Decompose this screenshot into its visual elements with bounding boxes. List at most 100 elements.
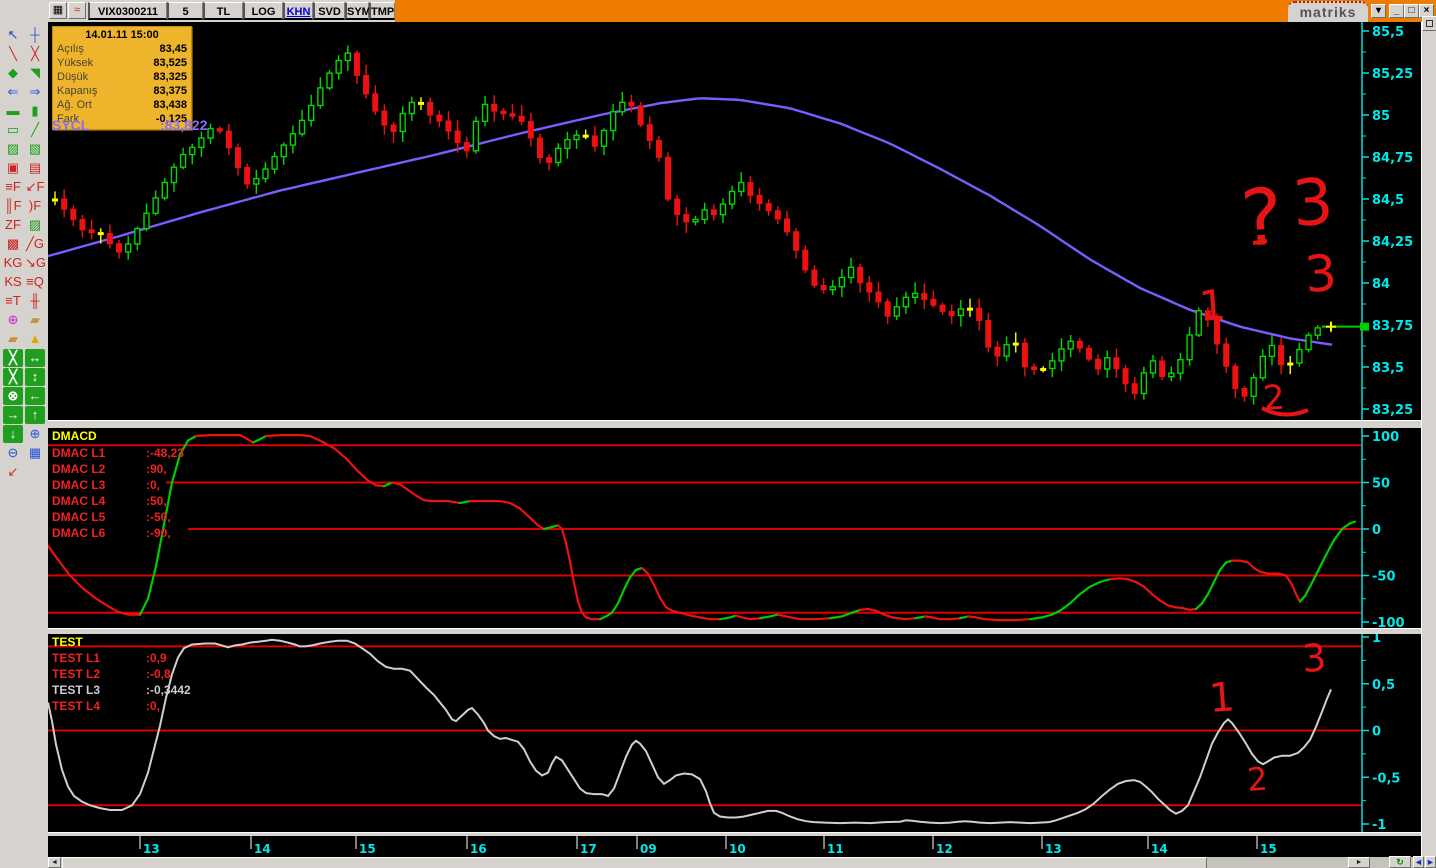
sym-button[interactable]: SYM <box>345 2 371 20</box>
log-scale-button[interactable]: LOG <box>243 2 283 20</box>
cycle-anchor-icon[interactable]: ⊕ <box>7 312 19 327</box>
regression-icon[interactable]: ▨ <box>28 217 42 232</box>
pan-down-icon[interactable]: ↓ <box>3 425 23 443</box>
tmp-button[interactable]: TMP <box>369 2 395 20</box>
horizontal-line-icon[interactable]: ▬ <box>6 103 20 118</box>
hatch-icon[interactable]: ▩ <box>6 236 20 251</box>
vertical-line-icon[interactable]: ▮ <box>31 103 39 118</box>
select-arrow-icon[interactable]: ↖ <box>7 27 19 42</box>
scrollbar-thumb[interactable] <box>62 857 1207 868</box>
svg-text:100: 100 <box>1372 430 1399 445</box>
dmac-l3-value: :0, <box>146 478 161 492</box>
svd-button[interactable]: SVD <box>313 2 345 20</box>
nudge-left-icon[interactable]: ⇐ <box>7 84 19 99</box>
channel-icon[interactable]: ▨ <box>6 141 20 156</box>
refresh-button[interactable]: ↻ <box>1389 856 1411 868</box>
alarm-bell-icon[interactable]: ▲ <box>28 331 42 346</box>
horizontal-scrollbar[interactable]: ◄ ► <box>48 857 1436 868</box>
gann-k-icon[interactable]: KG <box>3 255 23 270</box>
sycl-moving-average-line <box>48 97 1333 346</box>
chart-maximize-button[interactable] <box>1422 16 1436 31</box>
khn-button[interactable]: KHN <box>283 2 313 20</box>
period-button[interactable]: 5 <box>167 2 203 20</box>
test-l3-label: TEST L3 <box>52 683 101 697</box>
pan-left-icon[interactable]: ← <box>25 387 45 405</box>
menu-dropdown-button[interactable]: ▾ <box>1371 4 1386 18</box>
dmacd-indicator-panel[interactable]: 100 50 0 -50 -100 <box>48 428 1436 628</box>
fibonacci-hatch-icon[interactable]: ▤ <box>28 160 42 175</box>
fibonacci-timezone-icon[interactable]: ║F <box>4 198 22 213</box>
restore-button[interactable]: □ <box>1404 4 1419 18</box>
crosshair-icon[interactable]: ┼ <box>30 27 40 42</box>
dmac-l6-label: DMAC L6 <box>52 526 106 540</box>
draw-marker-icon[interactable]: ◥ <box>30 65 40 80</box>
quadrant-line-icon[interactable]: ≡Q <box>26 274 44 289</box>
test-l3-value: :-0,3442 <box>146 683 191 697</box>
pitchfork-icon[interactable]: ╫ <box>30 293 40 308</box>
svg-text:1: 1 <box>1372 634 1381 646</box>
wedge-icon[interactable]: ▰ <box>30 312 40 327</box>
tools-icon[interactable]: ╳ <box>31 46 39 61</box>
channel2-icon[interactable]: ▧ <box>28 141 42 156</box>
close-label: Kapanış <box>57 85 98 97</box>
pencil-icon[interactable]: ╲ <box>9 46 17 61</box>
close-chart-icon[interactable]: ⊗ <box>3 387 23 405</box>
pan-up-icon[interactable]: ↑ <box>25 406 45 424</box>
pan-right-icon[interactable]: → <box>3 406 23 424</box>
speed-line-icon[interactable]: KS <box>4 274 22 289</box>
note-pencil-icon[interactable]: ▣ <box>6 160 20 175</box>
minimize-button[interactable]: _ <box>1389 4 1404 18</box>
svg-text:83,25: 83,25 <box>1372 403 1413 418</box>
fibonacci-fan-icon[interactable]: ↙F <box>25 179 45 194</box>
wedge2-icon[interactable]: ▰ <box>8 331 18 346</box>
price-graph-icon[interactable]: ≈ <box>68 2 86 19</box>
gann-line-icon[interactable]: ╱G <box>26 236 44 251</box>
right-window-strip <box>1421 22 1436 857</box>
svg-text:15: 15 <box>1260 842 1277 856</box>
tirone-line-icon[interactable]: ≡T <box>5 293 21 308</box>
nudge-right-icon[interactable]: ⇒ <box>29 84 41 99</box>
trendline-icon[interactable]: ╱ <box>31 122 39 137</box>
price-chart-panel[interactable]: 85,5 85,25 85 84,75 84,5 84,25 84 83,75 83,5 83,2… <box>48 22 1436 420</box>
trend-arrow-icon[interactable]: ↙ <box>7 464 19 479</box>
app-logo: matriks <box>1288 1 1368 22</box>
chart-window-icon[interactable]: ▦ <box>49 2 67 19</box>
top-toolbar: ▦ ≈ VIX0300211 5 TL LOG KHN SVD SYM TMP … <box>0 0 1436 22</box>
test-l1-value: :0,9 <box>146 651 167 665</box>
zoom-in-icon[interactable]: ⊕ <box>29 426 41 441</box>
svg-text:0: 0 <box>1372 725 1381 740</box>
test-line <box>48 638 1332 825</box>
brush-icon[interactable]: ◆ <box>8 65 18 80</box>
scroll-left-button[interactable]: ◄ <box>48 857 61 868</box>
svg-text:12: 12 <box>936 842 953 856</box>
range-box-icon[interactable]: ▭ <box>6 122 20 137</box>
svg-text:85: 85 <box>1372 109 1390 124</box>
step-back-button[interactable]: ◄ <box>1413 856 1424 868</box>
expand-icon[interactable]: ╳ <box>3 349 23 367</box>
step-forward-button[interactable]: ► <box>1425 856 1436 868</box>
svg-text:16: 16 <box>470 842 487 856</box>
test-l4-value: :0, <box>146 699 161 713</box>
dmac-l4-label: DMAC L4 <box>52 494 106 508</box>
svg-text:14: 14 <box>1151 842 1168 856</box>
currency-button[interactable]: TL <box>203 2 243 20</box>
svg-text:83,75: 83,75 <box>1372 319 1413 334</box>
scroll-right-button[interactable]: ► <box>1348 857 1370 868</box>
title-bar[interactable] <box>395 0 1436 22</box>
hand-drawn-annotation: 1 <box>1207 674 1236 722</box>
expand-horizontal-icon[interactable]: ↔ <box>25 349 45 367</box>
expand-vertical-icon[interactable]: ↕ <box>25 368 45 386</box>
axes-setup-icon[interactable]: ▦ <box>28 445 42 460</box>
zoom-out-icon[interactable]: ⊖ <box>7 445 19 460</box>
svg-text:50: 50 <box>1372 477 1390 492</box>
fibonacci-arc-icon[interactable]: )F <box>28 198 42 213</box>
fibonacci-extension-icon[interactable]: ZF <box>5 217 21 232</box>
symbol-button[interactable]: VIX0300211 <box>88 2 167 20</box>
fibonacci-retracement-icon[interactable]: ≡F <box>5 179 21 194</box>
gann-fan-icon[interactable]: ↘G <box>25 255 47 270</box>
last-price-axis-marker <box>1360 322 1369 331</box>
hand-drawn-annotation: 3 <box>1301 635 1328 681</box>
open-label: Açılış <box>57 43 84 55</box>
shrink-icon[interactable]: ╳ <box>3 368 23 386</box>
